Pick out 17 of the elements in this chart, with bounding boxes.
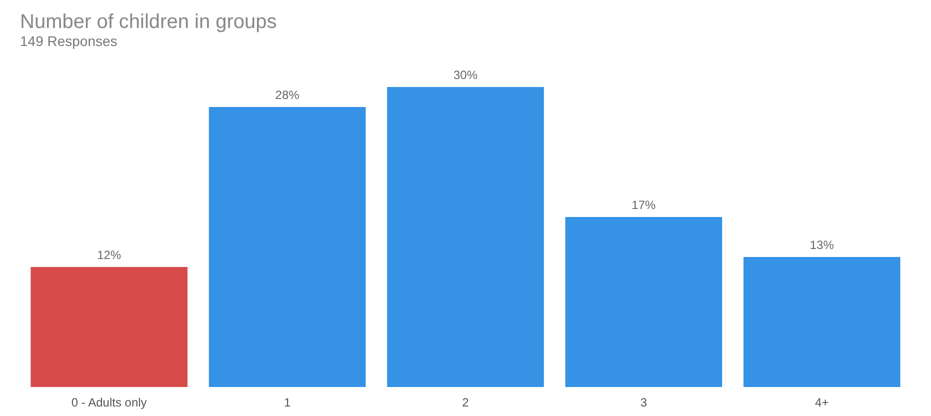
chart-title: Number of children in groups — [20, 11, 277, 33]
data-label: 30% — [453, 68, 478, 82]
data-label: 12% — [97, 248, 122, 262]
x-tick-label: 3 — [640, 396, 648, 410]
bar — [208, 107, 366, 387]
data-label: 28% — [275, 88, 300, 102]
bar — [387, 87, 544, 387]
bar — [743, 257, 900, 387]
chart-subtitle: 149 Responses — [20, 33, 118, 49]
bar — [30, 267, 188, 387]
x-tick-label: 4+ — [815, 396, 829, 410]
data-label: 13% — [810, 238, 834, 252]
data-label: 17% — [632, 198, 656, 212]
x-tick-label: 2 — [462, 396, 470, 410]
bar — [565, 217, 722, 387]
x-tick-label: 0 - Adults only — [71, 396, 147, 410]
x-tick-label: 1 — [284, 396, 291, 410]
